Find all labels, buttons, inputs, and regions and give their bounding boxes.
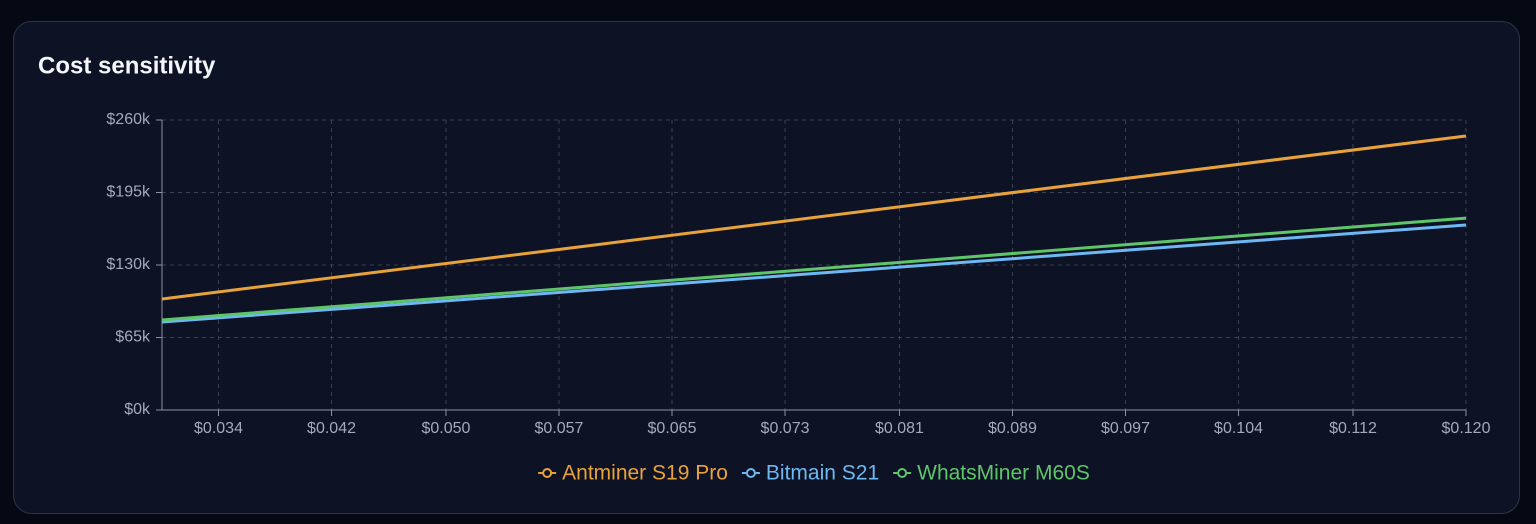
x-tick-label: $0.034 [194, 420, 243, 437]
legend-icon [897, 468, 908, 478]
x-tick-label: $0.120 [1442, 420, 1491, 437]
series-line [161, 216, 1467, 322]
legend-icon [745, 468, 756, 478]
series-line [161, 223, 1467, 324]
x-tick-label: $0.050 [422, 420, 471, 437]
x-tick-label: $0.104 [1214, 420, 1263, 437]
y-tick-label: $195k [106, 184, 151, 201]
legend: Antminer S19 Pro Bitmain S21 WhatsMiner M6… [538, 462, 1090, 485]
series-line [161, 134, 1467, 301]
card [13, 21, 1520, 514]
legend-label: Antminer S19 Pro [562, 462, 728, 485]
legend-label: Bitmain S21 [766, 462, 879, 485]
legend-item: Bitmain S21 [741, 462, 879, 485]
x-tick-label: $0.097 [1101, 420, 1150, 437]
x-tick-label: $0.042 [307, 420, 356, 437]
x-tick-label: $0.112 [1329, 420, 1377, 437]
x-tick-label: $0.073 [761, 420, 810, 437]
y-tick-label: $65k [115, 329, 151, 346]
legend-item: Antminer S19 Pro [538, 462, 728, 485]
x-tick-label: $0.057 [535, 420, 584, 437]
x-tick-label: $0.089 [988, 420, 1037, 437]
y-tick-label: $130k [106, 256, 151, 273]
y-tick-label: $0k [124, 401, 151, 418]
legend-item: WhatsMiner M60S [893, 462, 1090, 485]
x-tick-label: $0.065 [648, 420, 697, 437]
legend-icon [542, 468, 553, 478]
y-tick-label: $260k [106, 111, 151, 128]
chart-title: Cost sensitivity [38, 52, 216, 79]
legend-label: WhatsMiner M60S [917, 462, 1090, 485]
x-tick-label: $0.081 [875, 420, 924, 437]
